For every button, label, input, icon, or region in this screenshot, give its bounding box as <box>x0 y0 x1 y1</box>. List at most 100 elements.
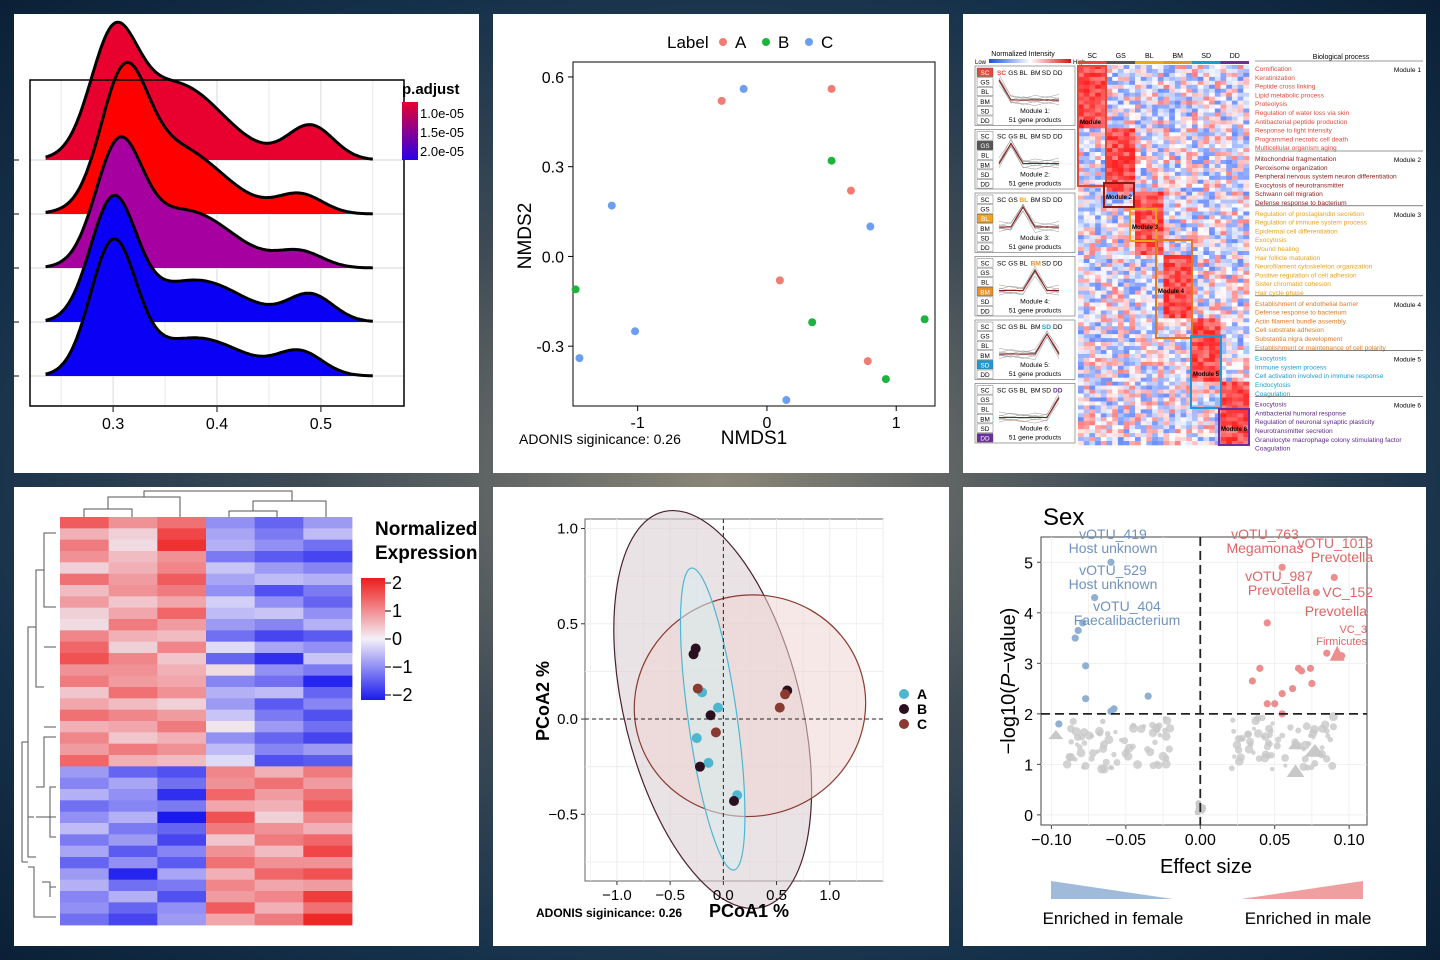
heatmap-cell <box>1095 441 1102 446</box>
enriched-in-male-label: Enriched in male <box>1245 909 1372 928</box>
heatmap-cell <box>1112 132 1119 137</box>
heatmap-cell <box>1192 120 1198 125</box>
heatmap-cell <box>1100 266 1107 272</box>
expression-heatmap-cell <box>157 573 207 586</box>
heatmap-cell <box>1220 223 1227 228</box>
heatmap-cell <box>1112 385 1119 390</box>
heatmap-cell <box>1095 199 1102 204</box>
bp-module-label: Module 3 <box>1394 212 1421 219</box>
heatmap-cell <box>1231 92 1238 97</box>
heatmap-cell <box>1163 239 1170 244</box>
heatmap-cell <box>1220 104 1227 109</box>
heatmap-cell <box>1243 171 1250 177</box>
bp-term: Positive regulation of cell adhesion <box>1255 272 1357 279</box>
heatmap-cell <box>1192 306 1198 311</box>
heatmap-cell <box>1078 338 1084 343</box>
heatmap-cell <box>1203 124 1210 129</box>
pcoa-x-tick-label: −1.0 <box>602 887 632 904</box>
expression-heatmap-cell <box>60 891 110 903</box>
heatmap-cell <box>1226 342 1233 347</box>
heatmap-cell <box>1135 215 1141 220</box>
heatmap-cell <box>1152 191 1159 196</box>
heatmap-cell <box>1209 183 1216 189</box>
heatmap-cell <box>1243 128 1250 133</box>
heatmap-cell <box>1123 255 1130 260</box>
heatmap-cell <box>1231 314 1238 319</box>
heatmap-cell <box>1203 72 1210 78</box>
heatmap-cell <box>1135 160 1141 165</box>
heatmap-cell <box>1209 369 1216 375</box>
heatmap-cell <box>1106 294 1113 299</box>
heatmap-cell <box>1192 346 1198 351</box>
heatmap-cell <box>1152 68 1159 74</box>
module-profile-col-label: BM <box>1031 197 1041 204</box>
heatmap-cell <box>1140 373 1147 379</box>
heatmap-cell <box>1106 104 1113 109</box>
heatmap-cell <box>1243 290 1250 295</box>
heatmap-cell <box>1169 353 1176 359</box>
heatmap-cell <box>1146 381 1153 386</box>
heatmap-cell <box>1100 290 1107 295</box>
heatmap-cell <box>1123 207 1130 212</box>
heatmap-cell <box>1180 211 1187 216</box>
heatmap-cell <box>1095 346 1102 351</box>
heatmap-cell <box>1214 199 1221 204</box>
heatmap-cell <box>1146 401 1153 406</box>
heatmap-cell <box>1203 227 1210 232</box>
heatmap-cell <box>1112 100 1119 105</box>
heatmap-cell <box>1140 298 1147 303</box>
heatmap-cell <box>1186 187 1193 192</box>
heatmap-cell <box>1209 286 1216 291</box>
expression-heatmap-cell <box>206 879 256 892</box>
heatmap-cell <box>1146 393 1153 398</box>
volcano-point-ns <box>1066 752 1076 762</box>
heatmap-cell <box>1106 365 1113 371</box>
module-row-key-label: GS <box>980 143 989 150</box>
heatmap-cell <box>1135 322 1141 327</box>
heatmap-cell <box>1203 235 1210 240</box>
heatmap-cell <box>1089 397 1096 402</box>
heatmap-cell <box>1106 318 1113 323</box>
heatmap-cell <box>1237 255 1244 260</box>
heatmap-cell <box>1226 369 1233 375</box>
heatmap-cell <box>1089 270 1096 276</box>
heatmap-cell <box>1169 270 1176 276</box>
heatmap-cell <box>1174 140 1181 145</box>
heatmap-cell <box>1180 175 1187 181</box>
heatmap-cell <box>1129 160 1136 165</box>
module-profile-col-label: DD <box>1053 197 1063 204</box>
heatmap-cell <box>1163 140 1170 145</box>
heatmap-cell <box>1129 385 1136 390</box>
heatmap-cell <box>1209 84 1216 90</box>
heatmap-cell <box>1089 203 1096 208</box>
expression-heatmap-cell <box>206 766 256 779</box>
heatmap-cell <box>1214 247 1221 252</box>
heatmap-cell <box>1174 310 1181 315</box>
heatmap-cell <box>1209 179 1216 185</box>
heatmap-cell <box>1146 247 1153 252</box>
heatmap-cell <box>1174 397 1181 402</box>
heatmap-cell <box>1180 330 1187 335</box>
heatmap-cell <box>1186 96 1193 101</box>
heatmap-cell <box>1163 148 1170 153</box>
heatmap-cell <box>1197 365 1204 371</box>
heatmap-cell <box>1078 76 1084 82</box>
heatmap-cell <box>1186 262 1193 268</box>
heatmap-cell <box>1135 401 1141 406</box>
heatmap-cell <box>1106 413 1113 418</box>
heatmap-cell <box>1203 361 1210 367</box>
heatmap-cell <box>1140 417 1147 422</box>
expression-heatmap-cell <box>108 732 158 745</box>
module-profile-count: 51 gene products <box>1009 181 1062 188</box>
heatmap-cell <box>1163 278 1170 284</box>
heatmap-cell <box>1123 302 1130 307</box>
heatmap-cell <box>1106 310 1113 315</box>
expression-heatmap-cell <box>108 823 158 835</box>
heatmap-cell <box>1152 112 1159 117</box>
heatmap-cell <box>1226 425 1233 430</box>
heatmap-cell <box>1117 365 1124 371</box>
heatmap-cell <box>1157 357 1164 363</box>
volcano-point-ns <box>1255 755 1263 762</box>
heatmap-cell <box>1209 306 1216 311</box>
